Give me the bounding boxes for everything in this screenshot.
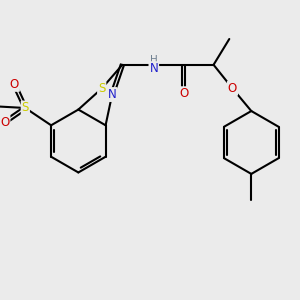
Text: N: N [108, 88, 116, 101]
Text: S: S [22, 101, 29, 115]
Text: H: H [150, 55, 158, 65]
Text: O: O [10, 78, 19, 91]
Text: O: O [179, 87, 188, 100]
Text: O: O [0, 116, 10, 129]
Text: N: N [149, 62, 158, 75]
Text: S: S [98, 82, 105, 95]
Text: O: O [228, 82, 237, 95]
